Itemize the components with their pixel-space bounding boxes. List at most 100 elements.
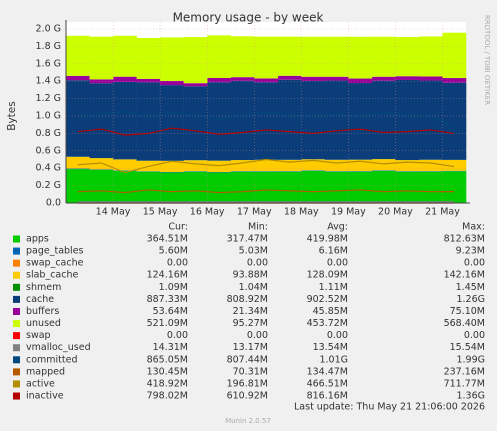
chart-title: Memory usage - by week	[173, 11, 324, 25]
legend-swatch	[13, 368, 20, 376]
legend-swatch	[13, 271, 20, 279]
legend-value: 134.47M	[307, 366, 348, 377]
y-tick-label: 0.0	[46, 198, 61, 209]
area-segment	[113, 159, 137, 171]
area-segment	[418, 171, 443, 203]
legend-value: 0.00	[167, 258, 188, 269]
legend-value: 15.54M	[450, 342, 485, 353]
area-segment	[348, 159, 373, 172]
area-segment	[160, 85, 184, 161]
area-segment	[371, 159, 396, 171]
area-segment	[113, 170, 137, 203]
side-text: RRDTOOL / TOBI OETIKER	[483, 15, 491, 105]
area-segment	[301, 76, 326, 81]
legend-swatch	[13, 259, 20, 267]
y-tick-label: 1.2 G	[36, 93, 62, 104]
legend-value: 418.92M	[147, 378, 188, 389]
area-segment	[277, 171, 302, 172]
legend-value: 1.11M	[319, 282, 348, 293]
legend-value: 13.54M	[313, 342, 348, 353]
legend-value: 6.16M	[319, 246, 348, 257]
area-segment	[160, 172, 184, 203]
legend-label: committed	[26, 354, 78, 365]
legend-swatch	[13, 320, 20, 328]
legend-value: 453.72M	[307, 318, 348, 329]
legend-value: 128.09M	[307, 270, 348, 281]
legend-value: 130.45M	[147, 366, 188, 377]
x-tick-label: 15 May	[143, 207, 178, 218]
area-segment	[324, 36, 349, 77]
area-segment	[160, 160, 184, 173]
area-segment	[301, 170, 326, 171]
area-segment	[418, 76, 443, 81]
legend-value: 45.85M	[313, 306, 348, 317]
area-segment	[442, 78, 467, 83]
area-segment	[254, 171, 279, 203]
legend-swatch	[13, 307, 20, 315]
area-segment	[418, 171, 443, 172]
legend-value: 9.23M	[456, 246, 485, 257]
area-segment	[136, 171, 161, 203]
legend-swatch	[13, 283, 20, 291]
legend-label: apps	[26, 234, 49, 245]
legend-header: Cur:	[168, 222, 188, 233]
x-tick-label: 17 May	[237, 207, 272, 218]
area-segment	[371, 170, 396, 171]
area-segment	[395, 79, 420, 160]
x-tick-label: 16 May	[190, 207, 225, 218]
area-segment	[442, 32, 467, 79]
legend-swatch	[13, 332, 20, 340]
legend-label: swap	[26, 330, 51, 341]
legend-value: 364.51M	[147, 234, 188, 245]
area-segment	[395, 76, 420, 80]
area-segment	[418, 159, 443, 172]
area-segment	[136, 82, 161, 161]
legend-header: Max:	[462, 222, 485, 233]
legend-value: 568.40M	[444, 318, 485, 329]
x-tick-label: 18 May	[284, 207, 319, 218]
area-segment	[207, 172, 232, 173]
legend-swatch	[13, 247, 20, 255]
area-segment	[207, 160, 232, 173]
legend-value: 0.00	[464, 330, 485, 341]
area-segment	[183, 37, 208, 84]
area-segment	[418, 36, 443, 77]
legend-value: 21.34M	[233, 306, 268, 317]
area-segment	[230, 171, 255, 203]
legend-value: 1.99G	[456, 354, 485, 365]
legend-header: Avg:	[327, 222, 348, 233]
area-segment	[136, 78, 161, 83]
legend-value: 807.44M	[227, 354, 268, 365]
legend-swatch	[13, 344, 20, 352]
area-segment	[442, 171, 467, 203]
legend-value: 808.92M	[227, 294, 268, 305]
legend-value: 0.00	[464, 258, 485, 269]
legend-value: 1.01G	[319, 354, 348, 365]
area-segment	[207, 77, 232, 83]
legend-value: 0.00	[247, 258, 268, 269]
legend-value: 902.52M	[307, 294, 348, 305]
area-segment	[371, 80, 396, 160]
legend-value: 865.05M	[147, 354, 188, 365]
y-tick-label: 1.6 G	[36, 58, 62, 69]
area-segment	[230, 160, 255, 172]
legend-value: 13.17M	[233, 342, 268, 353]
area-segment	[66, 75, 90, 81]
area-segment	[230, 171, 255, 172]
legend-label: buffers	[26, 306, 59, 317]
legend-value: 521.09M	[147, 318, 188, 329]
area-segment	[66, 156, 90, 169]
legend-label: unused	[26, 318, 61, 329]
area-segment	[395, 171, 420, 203]
area-segment	[183, 86, 208, 161]
series-line	[77, 127, 455, 136]
legend-value: 798.02M	[147, 391, 188, 402]
legend-value: 53.64M	[153, 306, 188, 317]
area-segment	[277, 171, 302, 203]
area-segment	[348, 171, 373, 172]
area-segment	[183, 171, 208, 203]
area-segment	[277, 79, 302, 160]
legend-value: 95.27M	[233, 318, 268, 329]
legend-value: 812.63M	[444, 234, 485, 245]
area-segment	[254, 82, 279, 160]
